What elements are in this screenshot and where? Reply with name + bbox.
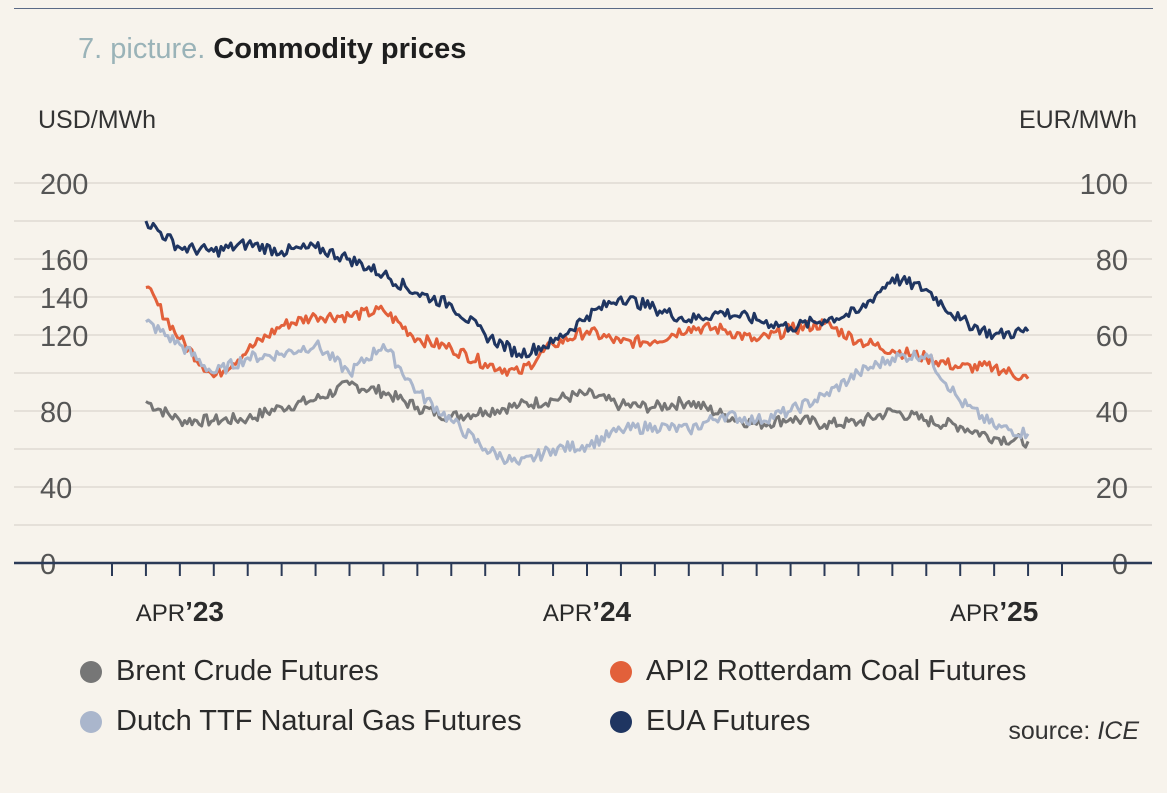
- right-axis-tick-label: 60: [1096, 321, 1128, 353]
- right-axis-tick-label: 40: [1096, 397, 1128, 429]
- legend-item: Dutch TTF Natural Gas Futures: [80, 705, 522, 738]
- x-axis-label-month: APR: [950, 600, 999, 627]
- legend-dot-icon: [80, 660, 102, 683]
- left-axis-tick-label: 120: [40, 321, 88, 353]
- x-axis-label-month: APR: [543, 600, 592, 627]
- left-axis-tick-label: 160: [40, 245, 88, 277]
- title-prefix: 7. picture.: [78, 33, 206, 65]
- left-axis-tick-label: 80: [40, 397, 72, 429]
- legend-dot-icon: [610, 660, 632, 683]
- source-note: source: ICE: [1008, 717, 1139, 746]
- series-line: [145, 285, 1030, 382]
- legend-label: Brent Crude Futures: [116, 655, 379, 687]
- x-axis-label-year: ’24: [592, 596, 631, 627]
- legend-label: EUA Futures: [646, 705, 811, 737]
- x-axis-label: APR’24: [543, 596, 632, 627]
- left-axis-tick-label: 200: [40, 169, 88, 201]
- legend-item: EUA Futures: [610, 705, 810, 738]
- x-axis-label: APR’23: [136, 596, 224, 627]
- top-rule: [14, 8, 1153, 9]
- legend-label: Dutch TTF Natural Gas Futures: [116, 705, 522, 737]
- right-axis-unit: EUR/MWh: [1018, 106, 1137, 134]
- x-axis-label-month: APR: [136, 600, 185, 627]
- series-line: [144, 220, 1030, 359]
- x-axis-label-year: ’25: [999, 596, 1038, 627]
- x-axis-label-year: ’23: [185, 596, 224, 627]
- source-name: ICE: [1097, 717, 1139, 745]
- legend-dot-icon: [610, 710, 632, 733]
- x-axis-label: APR’25: [950, 596, 1038, 627]
- chart-title: 7. picture. Commodity prices: [78, 33, 466, 66]
- left-axis-tick-label: 40: [40, 473, 72, 505]
- right-axis-tick-label: 100: [1080, 169, 1128, 201]
- legend-item: API2 Rotterdam Coal Futures: [610, 655, 1026, 688]
- legend: Brent Crude Futures API2 Rotterdam Coal F…: [80, 655, 1150, 755]
- legend-dot-icon: [80, 710, 102, 733]
- title-main: Commodity prices: [213, 33, 467, 65]
- right-axis-tick-label: 0: [1112, 549, 1128, 581]
- series-line: [145, 318, 1030, 466]
- left-axis-tick-label: 0: [40, 549, 56, 581]
- right-axis-tick-label: 20: [1096, 473, 1128, 505]
- legend-label: API2 Rotterdam Coal Futures: [646, 655, 1027, 687]
- left-axis-tick-label: 140: [40, 283, 88, 315]
- right-axis-tick-label: 80: [1096, 245, 1128, 277]
- left-axis-unit: USD/MWh: [38, 106, 157, 134]
- series-line: [145, 379, 1030, 449]
- legend-item: Brent Crude Futures: [80, 655, 379, 688]
- source-label: source:: [1008, 717, 1091, 745]
